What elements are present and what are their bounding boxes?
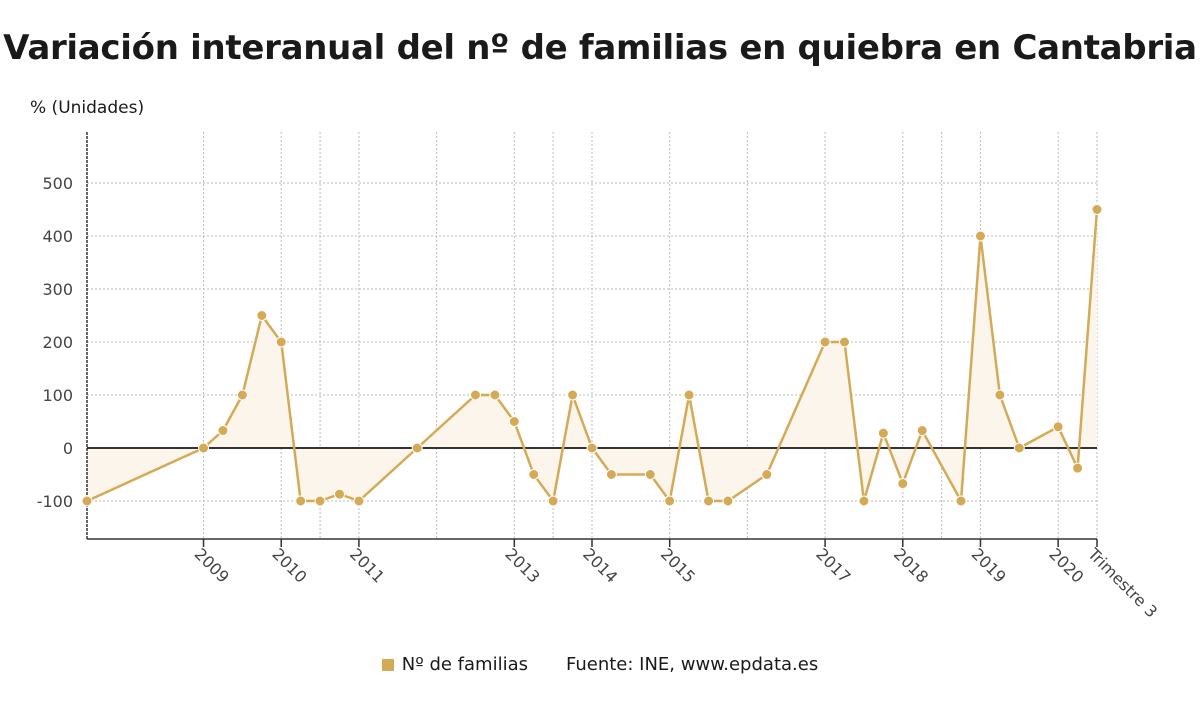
data-point: [528, 469, 540, 480]
data-point: [1052, 421, 1064, 433]
source-note: Fuente: INE, www.epdata.es: [565, 654, 819, 675]
data-point: [547, 495, 559, 507]
data-point: [567, 389, 579, 401]
data-point: [683, 389, 695, 401]
data-point: [236, 389, 248, 401]
y-tick-labels: 500 400 300 200 100 0 -100: [37, 174, 73, 511]
data-point: [722, 495, 734, 507]
x-tick-label: 2020: [1045, 544, 1087, 586]
data-point: [858, 495, 870, 507]
y-tick-label: 500: [42, 174, 73, 193]
data-point: [1072, 462, 1084, 474]
y-tick-label: -100: [37, 492, 73, 511]
x-tick-label: 2019: [968, 544, 1010, 586]
data-point: [334, 488, 345, 500]
x-tick-label: 2014: [579, 544, 621, 586]
grid: [87, 132, 1098, 539]
series-area-fill: [87, 209, 1097, 501]
data-point: [81, 495, 93, 507]
data-point: [256, 310, 268, 321]
data-point: [605, 469, 617, 480]
data-point: [314, 495, 326, 507]
data-point: [664, 495, 676, 507]
data-point: [955, 495, 967, 507]
x-tick-label: 2011: [346, 544, 388, 586]
x-tick-label: 2018: [890, 544, 932, 586]
data-point: [877, 427, 889, 439]
data-point: [839, 336, 850, 348]
y-tick-label: 300: [42, 280, 73, 299]
x-tick-label: 2013: [501, 544, 543, 586]
legend-swatch: [381, 658, 394, 671]
y-axis-unit-label: % (Unidades): [30, 98, 145, 118]
data-point: [994, 389, 1006, 401]
data-point: [198, 442, 210, 454]
data-points: [81, 204, 1103, 507]
y-tick-label: 400: [42, 227, 73, 246]
x-tick-label: 2010: [268, 544, 310, 586]
data-point: [974, 230, 986, 242]
data-point: [703, 495, 715, 507]
chart-title: Variación interanual del nº de familias …: [3, 28, 1197, 68]
data-point: [1091, 204, 1103, 215]
data-point: [897, 478, 909, 490]
x-tick-label: 2017: [812, 544, 854, 586]
data-point: [1013, 442, 1025, 454]
data-point: [508, 416, 520, 427]
legend: Nº de familias Fuente: INE, www.epdata.e…: [0, 654, 1200, 675]
data-point: [586, 442, 598, 454]
x-tick-label: Trimestre 3: [1083, 544, 1161, 622]
y-tick-label: 100: [42, 386, 73, 405]
data-point: [469, 389, 481, 401]
data-point: [295, 495, 307, 507]
data-point: [819, 336, 831, 348]
data-point: [916, 425, 928, 437]
data-point: [761, 469, 773, 480]
data-point: [411, 442, 423, 454]
data-point: [489, 389, 501, 401]
x-tick-label: 2015: [657, 544, 699, 586]
legend-series-label: Nº de familias: [401, 654, 528, 675]
x-tick-labels: 2009 2010 2011 2013 2014 2015 2017 2018 2019 2020…: [191, 539, 1161, 621]
data-point: [644, 469, 656, 480]
data-point: [217, 425, 229, 437]
y-tick-label: 0: [63, 439, 73, 458]
data-point: [275, 336, 287, 348]
x-tick-label: 2009: [191, 544, 233, 586]
data-point: [353, 495, 365, 507]
y-tick-label: 200: [42, 333, 73, 352]
